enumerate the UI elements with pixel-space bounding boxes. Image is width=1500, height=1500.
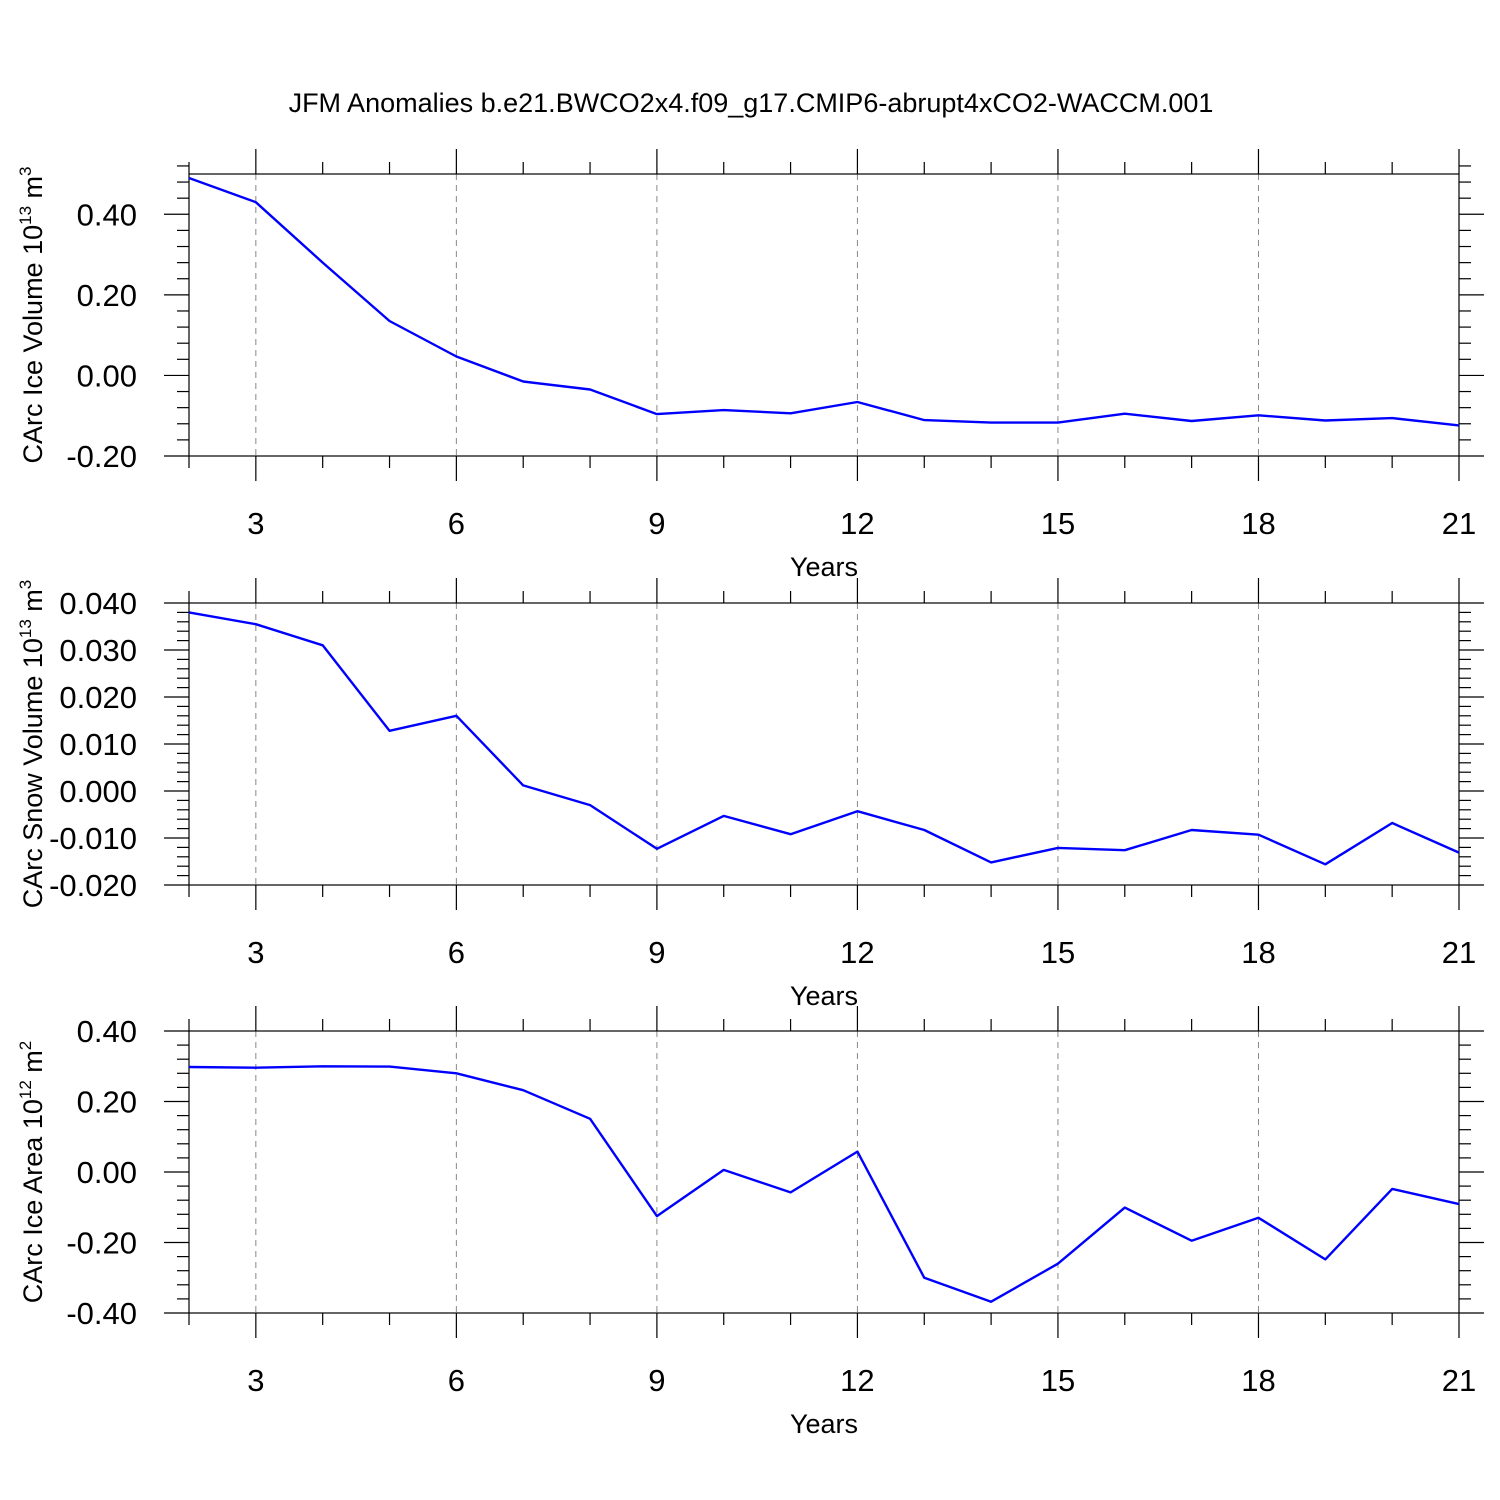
y-tick-label: -0.40 — [66, 1296, 137, 1331]
y-axis-label-superscript: 2 — [16, 1041, 35, 1050]
y-tick-label: 0.20 — [77, 278, 137, 313]
x-tick-label: 15 — [1041, 935, 1075, 970]
y-axis-label-part: CArc Ice Volume 10 — [18, 225, 48, 464]
y-axis-label-superscript: 13 — [16, 619, 35, 638]
chart-panel-3: -0.40 -0.20 0.00 0.20 0.40 3 6 9 12 15 18 21 Years CA… — [16, 1006, 1484, 1439]
x-tick-label: 6 — [448, 506, 465, 541]
y-axis-label: CArc Snow Volume 1013 m3 — [16, 580, 48, 909]
series-line — [188, 611, 1460, 866]
x-tick-label: 15 — [1041, 506, 1075, 541]
y-tick-label: 0.010 — [59, 727, 137, 762]
y-tick-label: 0.40 — [77, 1014, 137, 1049]
x-tick-label: 6 — [448, 935, 465, 970]
y-tick-label: 0.020 — [59, 680, 137, 715]
y-tick-label: 0.030 — [59, 633, 137, 668]
y-tick-label: 0.40 — [77, 197, 137, 232]
y-tick-label: 0.20 — [77, 1085, 137, 1120]
chart-panel-1: -0.20 0.00 0.20 0.40 3 6 9 12 15 18 21 Years CArc Ic… — [16, 149, 1484, 582]
chart-panel-2: -0.020 -0.010 0.000 0.010 0.020 0.030 0.040 3 6 9… — [16, 578, 1484, 1011]
x-tick-label: 12 — [840, 935, 874, 970]
y-axis-label-superscript: 13 — [16, 206, 35, 225]
y-tick-label: 0.040 — [59, 586, 137, 621]
x-tick-label: 21 — [1442, 1363, 1476, 1398]
x-tick-label: 3 — [247, 506, 264, 541]
y-tick-label: -0.20 — [66, 1226, 137, 1261]
x-tick-label: 18 — [1241, 935, 1275, 970]
x-tick-label: 18 — [1241, 1363, 1275, 1398]
x-tick-label: 15 — [1041, 1363, 1075, 1398]
y-axis-label-part: CArc Ice Area 10 — [18, 1099, 48, 1303]
x-tick-label: 18 — [1241, 506, 1275, 541]
x-tick-label: 12 — [840, 506, 874, 541]
x-tick-label: 9 — [648, 506, 665, 541]
x-axis-label: Years — [790, 981, 858, 1011]
x-tick-label: 3 — [247, 1363, 264, 1398]
x-tick-label: 9 — [648, 935, 665, 970]
y-axis-label-superscript: 3 — [16, 580, 35, 589]
x-tick-label: 12 — [840, 1363, 874, 1398]
x-tick-label: 6 — [448, 1363, 465, 1398]
x-tick-label: 21 — [1442, 506, 1476, 541]
y-axis-label-superscript: 3 — [16, 166, 35, 175]
y-tick-label: -0.010 — [49, 821, 137, 856]
y-axis-label-part: m — [18, 589, 48, 619]
plot-frame — [188, 173, 1460, 457]
x-tick-label: 21 — [1442, 935, 1476, 970]
x-axis-label: Years — [790, 1409, 858, 1439]
y-tick-label: 0.000 — [59, 774, 137, 809]
series-line — [188, 1065, 1460, 1303]
x-tick-label: 9 — [648, 1363, 665, 1398]
y-tick-label: -0.020 — [49, 868, 137, 903]
x-axis-label: Years — [790, 552, 858, 582]
chart-title: JFM Anomalies b.e21.BWCO2x4.f09_g17.CMIP… — [289, 88, 1214, 118]
y-tick-label: 0.00 — [77, 358, 137, 393]
x-tick-label: 3 — [247, 935, 264, 970]
y-axis-label-part: m — [18, 176, 48, 206]
y-axis-label-part: m — [18, 1050, 48, 1080]
y-axis-label: CArc Ice Area 1012 m2 — [16, 1041, 48, 1304]
y-axis-label-superscript: 12 — [16, 1080, 35, 1099]
y-axis-label: CArc Ice Volume 1013 m3 — [16, 166, 48, 463]
panels: -0.20 0.00 0.20 0.40 3 6 9 12 15 18 21 Years CArc Ic… — [16, 149, 1484, 1439]
y-tick-label: 0.00 — [77, 1155, 137, 1190]
y-tick-label: -0.20 — [66, 439, 137, 474]
y-axis-label-part: CArc Snow Volume 10 — [18, 638, 48, 908]
series-line — [188, 176, 1460, 427]
